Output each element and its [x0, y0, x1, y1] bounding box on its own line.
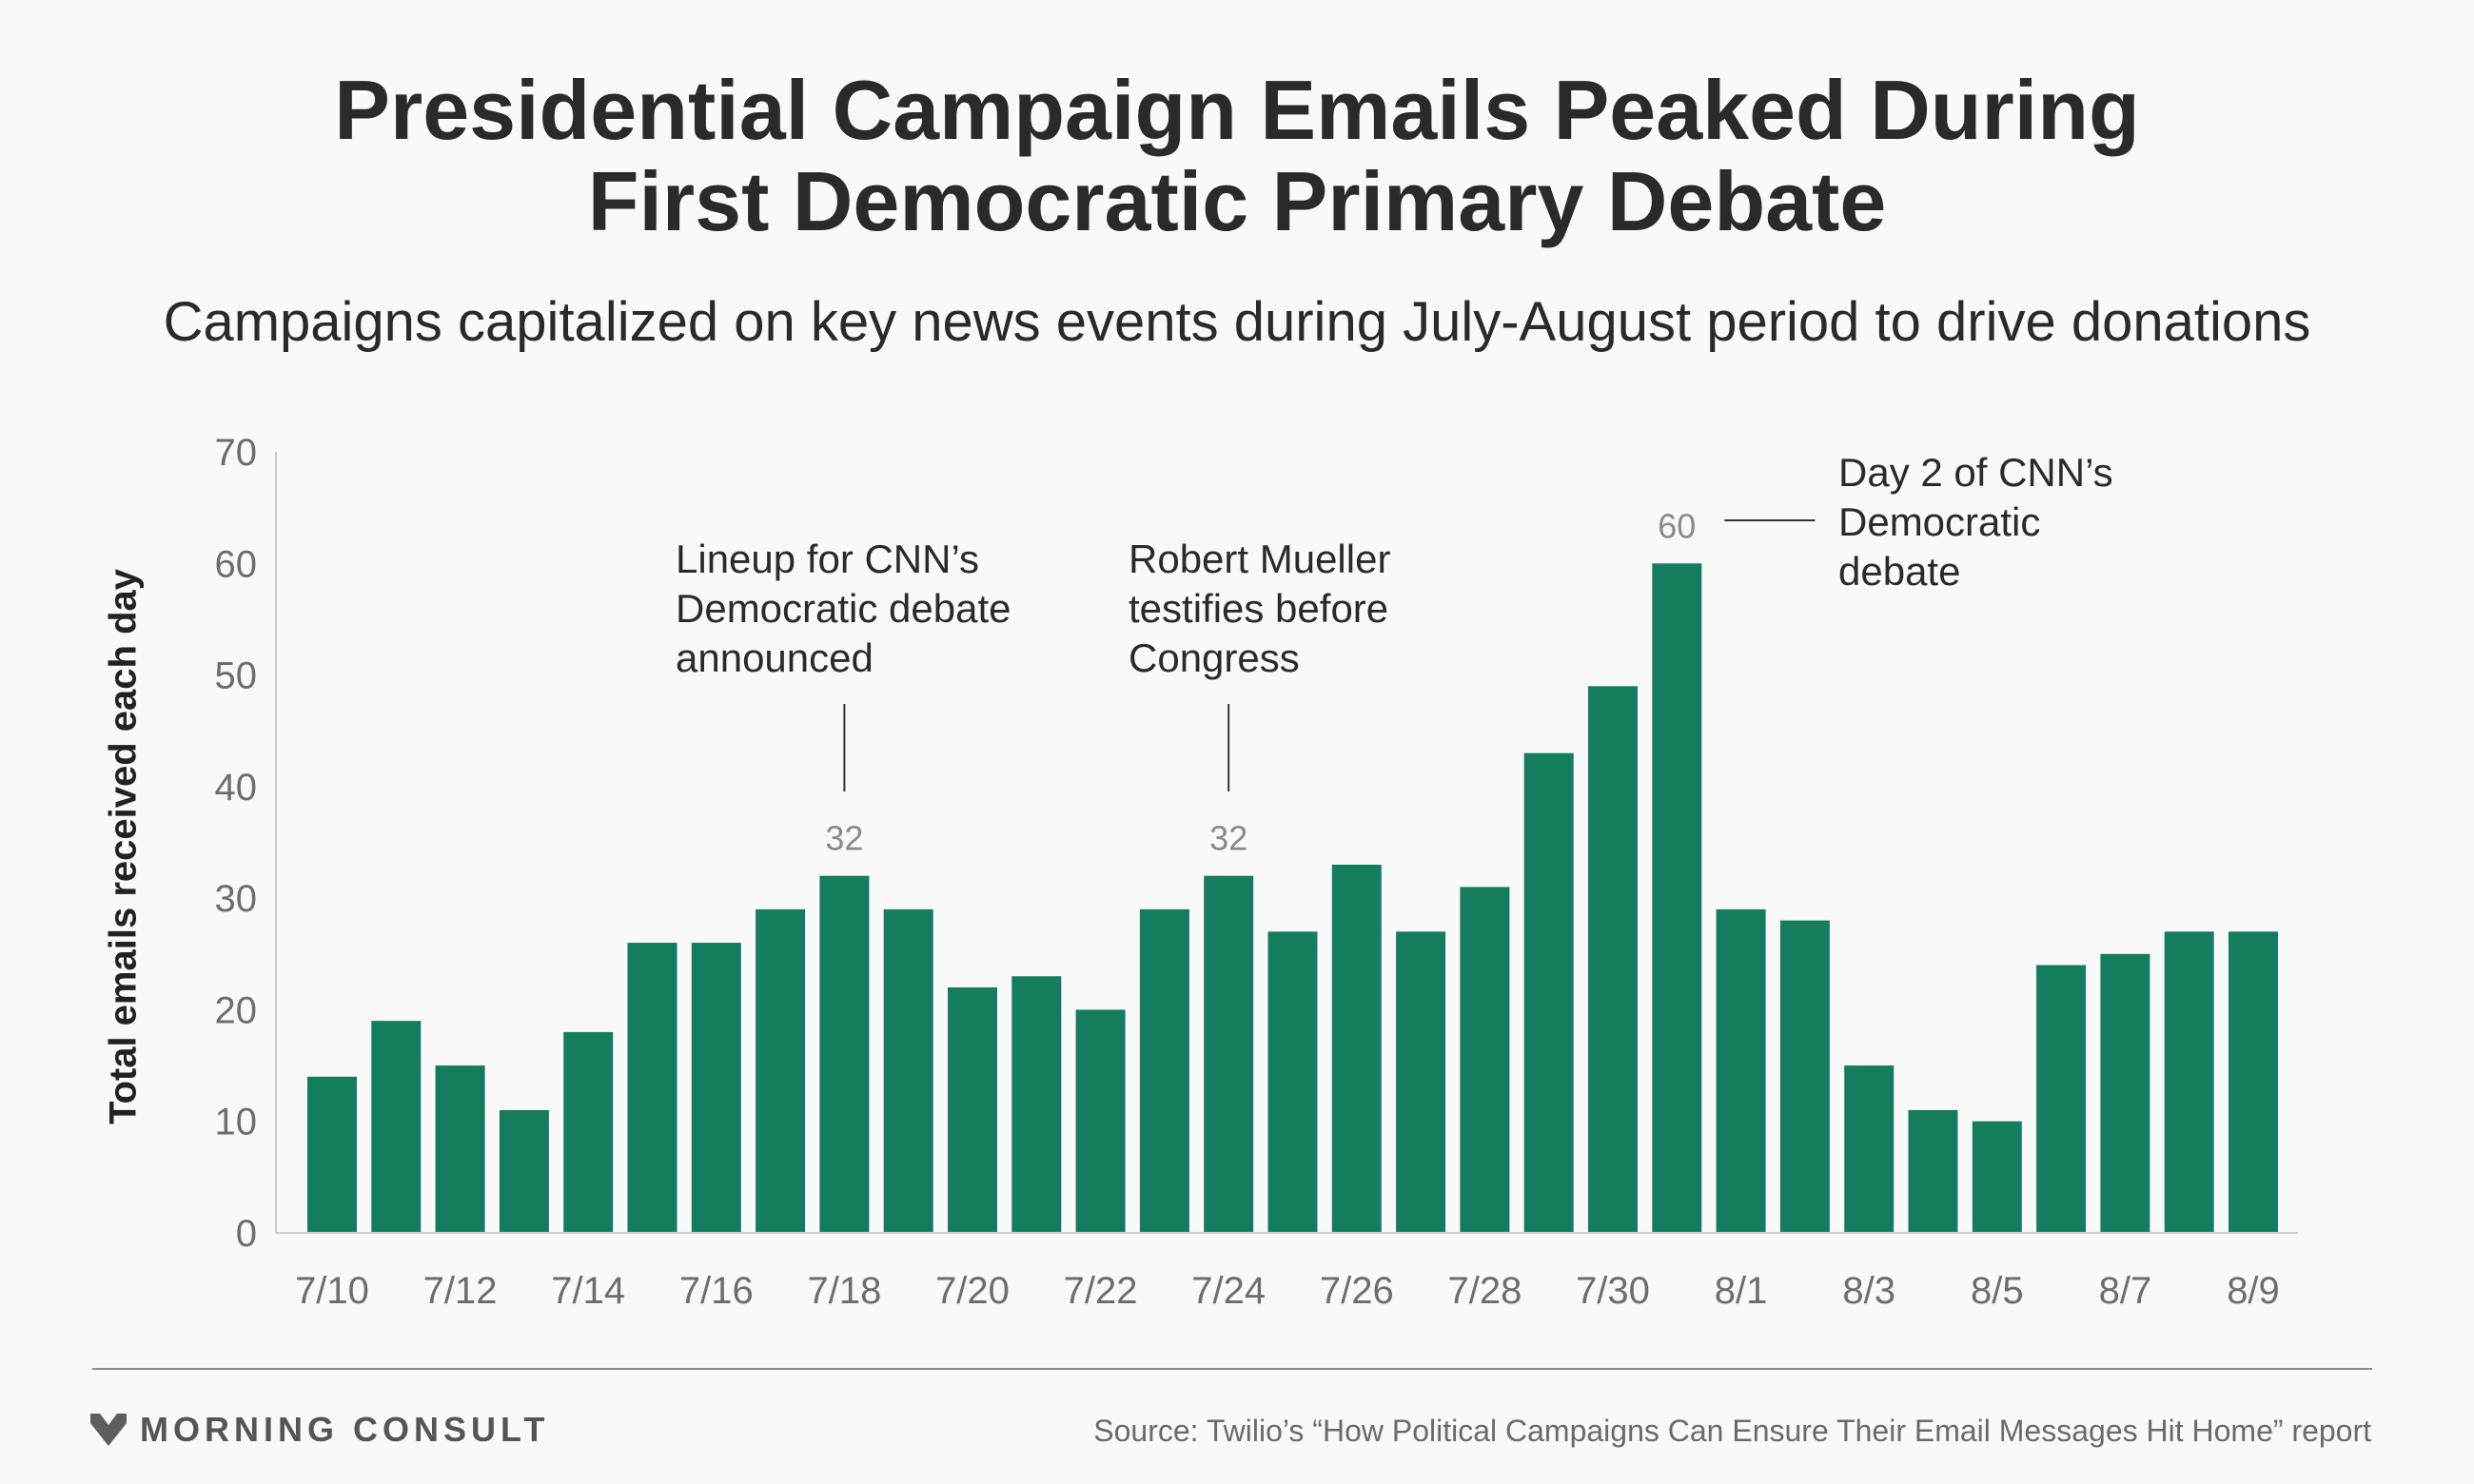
bar-8-6 — [2036, 965, 2087, 1233]
bar-8-1 — [1716, 908, 1766, 1233]
annotation-lineup: Lineup for CNN’s Democratic debate annou… — [676, 537, 1011, 680]
y-tick-label: 20 — [215, 989, 258, 1031]
x-tick-label: 7/20 — [935, 1270, 1010, 1312]
title-line-1: Presidential Campaign Emails Peaked Duri… — [334, 63, 2140, 157]
bar-7-19 — [883, 908, 933, 1233]
brand-logo: MORNING CONSULT — [90, 1406, 549, 1454]
bar-7-15 — [627, 943, 677, 1233]
bar-8-9 — [2229, 931, 2278, 1233]
bar-7-29 — [1523, 752, 1574, 1233]
x-tick-label: 7/18 — [807, 1270, 881, 1312]
data-label: 32 — [825, 819, 863, 858]
x-tick-label: 8/5 — [1971, 1270, 2024, 1312]
source-note: Source: Twilio’s “How Political Campaign… — [1093, 1414, 2371, 1448]
bar-7-14 — [563, 1031, 614, 1233]
x-tick-label: 7/14 — [551, 1270, 625, 1312]
title-line-2: First Democratic Primary Debate — [587, 154, 1887, 248]
annotation-mueller: Robert Mueller testifies before Congress — [1129, 537, 1391, 680]
y-tick-label: 40 — [215, 767, 258, 809]
bar-7-12 — [435, 1065, 485, 1233]
bar-7-31 — [1652, 563, 1702, 1233]
x-tick-label: 7/26 — [1320, 1270, 1394, 1312]
y-tick-label: 0 — [236, 1213, 257, 1255]
bar-7-22 — [1075, 1009, 1126, 1233]
x-tick-label: 7/12 — [423, 1270, 498, 1312]
y-tick-label: 60 — [215, 543, 258, 585]
bar-7-26 — [1331, 864, 1382, 1233]
x-tick-label: 7/30 — [1576, 1270, 1650, 1312]
bar-8-5 — [1972, 1121, 2022, 1233]
bar-7-17 — [756, 908, 806, 1233]
data-label: 32 — [1209, 819, 1247, 858]
x-tick-label: 8/1 — [1715, 1270, 1768, 1312]
x-tick-label: 7/22 — [1064, 1270, 1138, 1312]
bar-8-4 — [1908, 1109, 1958, 1233]
bar-7-20 — [948, 986, 997, 1233]
footer-divider — [92, 1368, 2372, 1370]
bar-8-7 — [2100, 953, 2150, 1233]
y-tick-label: 10 — [215, 1102, 258, 1143]
x-tick-label: 8/3 — [1842, 1270, 1895, 1312]
bar-7-16 — [691, 943, 741, 1233]
bar-7-11 — [371, 1021, 422, 1233]
annotation-debate-day-2: Day 2 of CNN’s Democratic debate — [1838, 450, 2113, 594]
bar-7-10 — [307, 1076, 357, 1233]
bar-7-24 — [1204, 875, 1254, 1233]
data-label: 60 — [1658, 506, 1696, 545]
x-tick-label: 8/9 — [2227, 1270, 2280, 1312]
brand-name: MORNING CONSULT — [140, 1410, 550, 1449]
bar-7-28 — [1460, 887, 1510, 1233]
bar-8-3 — [1844, 1065, 1895, 1233]
x-tick-label: 7/28 — [1447, 1270, 1522, 1312]
bar-8-8 — [2164, 931, 2214, 1233]
y-tick-label: 50 — [215, 655, 258, 697]
bar-7-23 — [1139, 908, 1189, 1233]
bar-8-2 — [1779, 920, 1830, 1233]
y-tick-label: 30 — [215, 878, 258, 920]
bar-7-25 — [1267, 931, 1318, 1233]
x-tick-label: 7/10 — [295, 1270, 369, 1312]
morning-consult-logo-icon — [90, 1414, 127, 1446]
y-tick-label: 70 — [215, 432, 258, 474]
bar-7-27 — [1396, 931, 1446, 1233]
x-tick-label: 7/24 — [1191, 1270, 1266, 1312]
bar-7-21 — [1011, 976, 1062, 1233]
bar-7-13 — [499, 1109, 549, 1233]
chart-title: Presidential Campaign Emails Peaked Duri… — [0, 65, 2474, 247]
bar-7-30 — [1588, 686, 1638, 1233]
x-tick-label: 8/7 — [2099, 1270, 2152, 1312]
chart-subtitle: Campaigns capitalized on key news events… — [163, 291, 2311, 353]
x-tick-label: 7/16 — [679, 1270, 754, 1312]
bar-chart: 0 10 20 30 40 50 60 70 7/10 7/12 7/14 7/16 7/18 7/20 7… — [215, 432, 2298, 1312]
bar-7-18 — [819, 875, 870, 1233]
